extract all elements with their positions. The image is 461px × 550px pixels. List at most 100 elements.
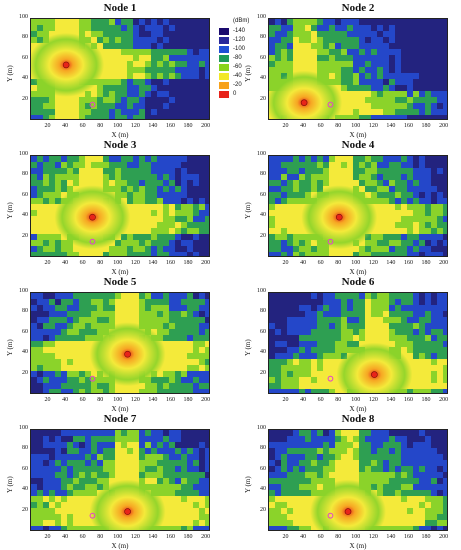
heatmap-cell bbox=[109, 180, 115, 186]
heatmap-cell bbox=[425, 103, 431, 109]
heatmap-cell bbox=[49, 240, 55, 246]
heatmap-cell bbox=[175, 359, 181, 365]
heatmap-cell bbox=[43, 508, 49, 514]
heatmap-cell bbox=[395, 109, 401, 115]
heatmap-cell bbox=[281, 478, 287, 484]
heatmap-cell bbox=[419, 192, 425, 198]
heatmap-cell bbox=[431, 198, 437, 204]
heatmap-cell bbox=[187, 240, 193, 246]
heatmap-cell bbox=[55, 508, 61, 514]
heatmap-cell bbox=[61, 329, 67, 335]
heatmap-cell bbox=[353, 466, 359, 472]
heatmap-cell bbox=[401, 115, 407, 119]
heatmap-cell bbox=[103, 79, 109, 85]
heatmap-cell bbox=[79, 162, 85, 168]
heatmap-cell bbox=[353, 293, 359, 299]
y-tick-label: 40 bbox=[22, 75, 28, 82]
heatmap-cell bbox=[347, 329, 353, 335]
heatmap-cell bbox=[103, 383, 109, 389]
heatmap-cell bbox=[157, 478, 163, 484]
x-axis-label: X (m) bbox=[111, 268, 129, 276]
heatmap-cell bbox=[67, 526, 73, 530]
heatmap-cell bbox=[163, 514, 169, 520]
heatmap-cell bbox=[335, 383, 341, 389]
heatmap-cell bbox=[181, 311, 187, 317]
heatmap-cell bbox=[79, 25, 85, 31]
heatmap-cell bbox=[365, 305, 371, 311]
heatmap-cell bbox=[49, 490, 55, 496]
heatmap-cell bbox=[437, 496, 443, 502]
heatmap-cell bbox=[275, 246, 281, 252]
heatmap-cell bbox=[293, 317, 299, 323]
heatmap-cell bbox=[413, 347, 419, 353]
heatmap-cell bbox=[103, 85, 109, 91]
heatmap-cell bbox=[299, 222, 305, 228]
heatmap-cell bbox=[437, 198, 443, 204]
heatmap-cell bbox=[43, 210, 49, 216]
heatmap-cell bbox=[359, 109, 365, 115]
heatmap-cell bbox=[31, 25, 37, 31]
heatmap-cell bbox=[115, 180, 121, 186]
heatmap-cell bbox=[383, 526, 389, 530]
heatmap-cell bbox=[425, 436, 431, 442]
heatmap-cell bbox=[199, 317, 205, 323]
heatmap-cell bbox=[187, 436, 193, 442]
heatmap-cell bbox=[299, 43, 305, 49]
heatmap-cell bbox=[91, 180, 97, 186]
heatmap-cell bbox=[365, 162, 371, 168]
legend-label: -140 bbox=[233, 28, 246, 34]
heatmap-cell bbox=[365, 430, 371, 436]
heatmap-cell bbox=[61, 180, 67, 186]
heatmap-cell bbox=[205, 436, 209, 442]
heatmap-cell bbox=[139, 192, 145, 198]
heatmap-cell bbox=[121, 85, 127, 91]
heatmap-cell bbox=[187, 228, 193, 234]
heatmap-cell bbox=[377, 174, 383, 180]
heatmap-cell bbox=[317, 484, 323, 490]
heatmap-cell bbox=[269, 359, 275, 365]
heatmap-cell bbox=[205, 109, 209, 115]
heatmap-cell bbox=[311, 252, 317, 256]
heatmap-cell bbox=[299, 252, 305, 256]
heatmap-cell bbox=[269, 234, 275, 240]
heatmap-cell bbox=[401, 156, 407, 162]
heatmap-cell bbox=[61, 299, 67, 305]
heatmap-cell bbox=[181, 305, 187, 311]
heatmap-cell bbox=[31, 347, 37, 353]
y-tick-label: 40 bbox=[260, 75, 266, 82]
heatmap-svg bbox=[269, 293, 447, 393]
heatmap-cell bbox=[145, 37, 151, 43]
heatmap-cell bbox=[43, 19, 49, 25]
x-tick-label: 80 bbox=[335, 260, 342, 266]
heatmap-cell bbox=[109, 103, 115, 109]
heatmap-cell bbox=[395, 73, 401, 79]
heatmap-cell bbox=[299, 389, 305, 393]
heatmap-cell bbox=[187, 341, 193, 347]
heatmap-cell bbox=[103, 109, 109, 115]
y-tick-label: 100 bbox=[257, 14, 266, 20]
heatmap-cell bbox=[353, 31, 359, 37]
heatmap-cell bbox=[431, 180, 437, 186]
heatmap-cell bbox=[443, 25, 447, 31]
heatmap-cell bbox=[31, 335, 37, 341]
heatmap-cell bbox=[335, 49, 341, 55]
heatmap-cell bbox=[73, 174, 79, 180]
heatmap-cell bbox=[139, 448, 145, 454]
heatmap-cell bbox=[269, 67, 275, 73]
heatmap-cell bbox=[317, 478, 323, 484]
heatmap-cell bbox=[67, 389, 73, 393]
heatmap-cell bbox=[157, 252, 163, 256]
heatmap-cell bbox=[49, 31, 55, 37]
heatmap-cell bbox=[169, 293, 175, 299]
heatmap-cell bbox=[443, 323, 447, 329]
receiver-marker bbox=[327, 238, 334, 245]
heatmap-cell bbox=[55, 460, 61, 466]
heatmap-cell bbox=[293, 329, 299, 335]
heatmap-cell bbox=[61, 389, 67, 393]
heatmap-cell bbox=[311, 329, 317, 335]
heatmap-cell bbox=[281, 198, 287, 204]
heatmap-cell bbox=[425, 49, 431, 55]
heatmap-cell bbox=[425, 25, 431, 31]
heatmap-cell bbox=[323, 466, 329, 472]
heatmap-cell bbox=[163, 55, 169, 61]
